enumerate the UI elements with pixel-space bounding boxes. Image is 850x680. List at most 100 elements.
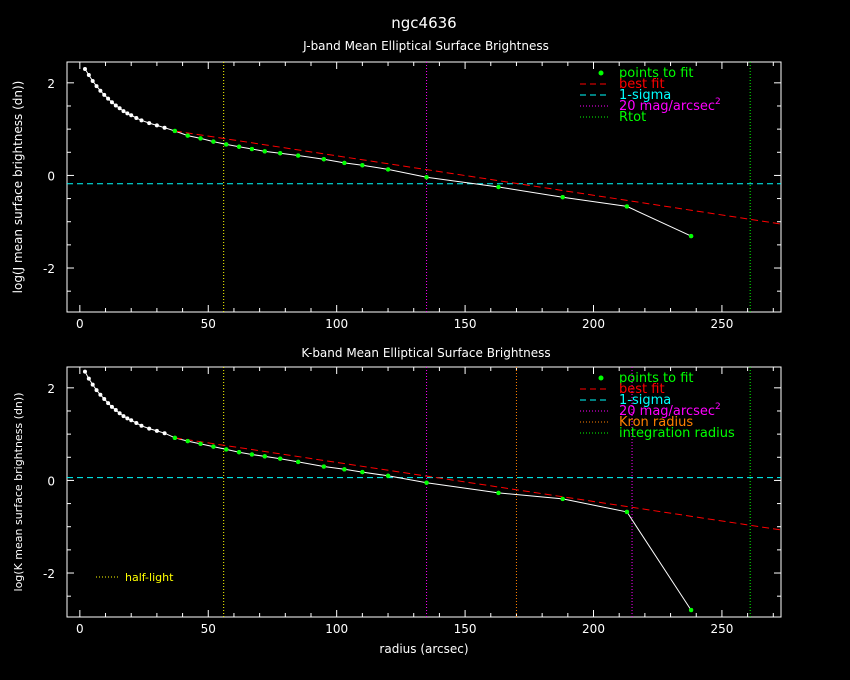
fit-point [224,142,229,147]
fit-point [185,438,190,444]
fit-point [236,144,242,149]
profile-point [162,125,167,130]
fit-point [496,490,501,496]
x-tick-label: 100 [325,622,348,636]
fit-point [172,128,178,134]
x-axis-label: radius (arcsec) [379,642,468,656]
profile-line [84,371,692,611]
profile-point [162,431,167,436]
profile-point [98,88,103,93]
fit-point [385,473,391,478]
x-tick-label: 150 [454,622,477,636]
y-tick-label: 0 [47,169,55,183]
legend-label: 20 mag/arcsec2 [619,97,721,114]
k-band-panel: K-band Mean Elliptical Surface Brightnes… [12,346,782,636]
fit-point [236,449,242,455]
profile-point [82,369,87,374]
fit-point [342,160,347,166]
fit-point [185,133,190,138]
y-tick-label: 2 [47,382,55,396]
profile-point [102,92,107,97]
profile-point [94,84,99,89]
y-tick-label: 2 [47,77,55,91]
profile-point [106,96,111,101]
fit-point [295,153,301,158]
x-tick-label: 100 [325,317,348,331]
legend-label: best fit [619,382,665,397]
profile-point [82,66,87,71]
fit-point [198,136,203,141]
y-tick-label: 0 [47,474,55,488]
fit-point [277,151,283,156]
legend-label: 1-sigma [619,393,671,408]
fit-point [262,149,267,154]
profile-point [139,118,144,123]
panel-title: J-band Mean Elliptical Surface Brightnes… [302,39,549,53]
x-tick-label: 200 [582,317,605,331]
profile-point [134,116,139,121]
legend-label: points to fit [619,66,694,81]
fit-point [249,452,255,457]
x-tick-label: 250 [710,317,733,331]
profile-point [147,121,152,126]
profile-point [139,423,144,428]
x-tick-label: 50 [201,317,216,331]
legend-marker [598,70,604,76]
plot-area [67,62,781,312]
profile-point [90,382,95,387]
profile-point [147,426,152,431]
fit-point [496,184,501,190]
figure-title: ngc4636 [391,14,456,32]
panel-title: K-band Mean Elliptical Surface Brightnes… [301,346,550,360]
profile-point [154,123,159,128]
fit-point [277,456,283,461]
profile-point [121,414,126,419]
axes-frame [66,366,782,618]
half-light-label: half-light [125,571,174,584]
profile-point [129,418,134,423]
best-fit-line [174,437,781,531]
legend-marker [598,375,604,381]
fit-point [424,175,429,180]
legend-label: best fit [619,77,665,92]
profile-point [121,109,126,114]
x-tick-label: 0 [76,622,84,636]
profile-point [113,408,118,413]
fit-point [688,233,694,239]
y-tick-label: -2 [43,567,55,581]
fit-point [342,467,347,472]
fit-point [249,146,255,152]
plot-area [67,367,781,617]
profile-line [84,68,692,237]
legend-label: 1-sigma [619,88,671,103]
profile-point [117,106,122,111]
y-axis-label: log(K mean surface brightness (dn)) [12,393,25,592]
j-band-panel: J-band Mean Elliptical Surface Brightnes… [11,39,782,331]
profile-point [154,428,159,433]
fit-point [360,163,365,168]
x-tick-label: 50 [201,622,216,636]
fit-point [624,509,630,515]
profile-point [106,401,111,406]
profile-point [113,103,118,108]
fit-point [424,480,429,485]
fit-point [224,447,229,452]
profile-point [90,78,95,83]
profile-point [94,388,99,393]
profile-point [134,421,139,426]
legend-label: Kron radius [619,415,693,430]
fit-point [262,454,267,459]
profile-point [98,392,103,397]
x-tick-label: 150 [454,317,477,331]
best-fit-line [174,130,781,225]
legend-label: integration radius [619,426,735,441]
profile-point [102,396,107,401]
x-tick-label: 0 [76,317,84,331]
fit-point [321,464,327,469]
profile-point [117,411,122,416]
fit-point [172,435,178,441]
profile-point [86,72,91,77]
fit-point [360,469,365,475]
